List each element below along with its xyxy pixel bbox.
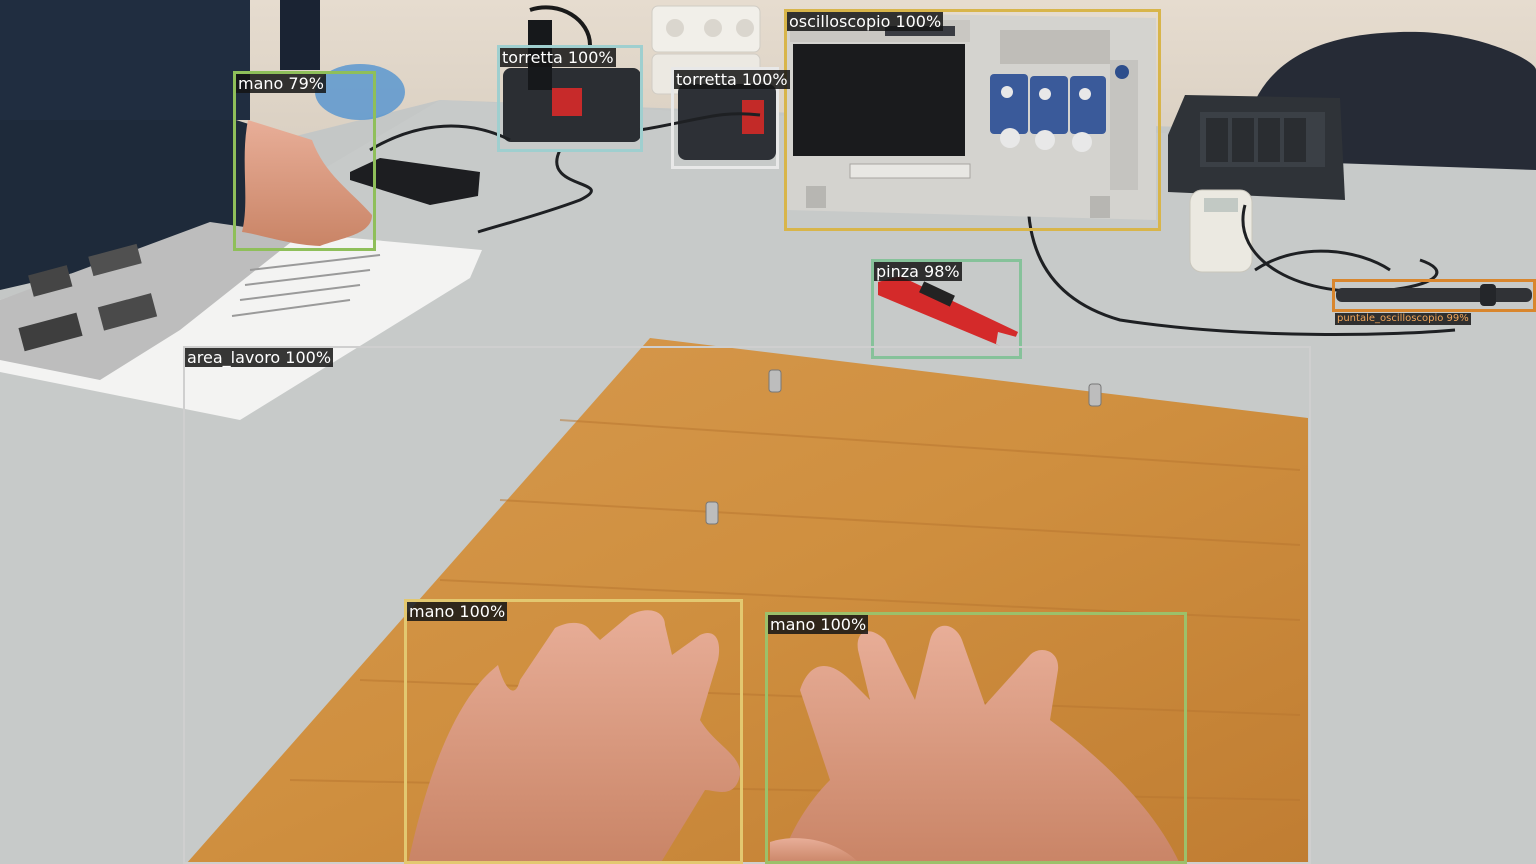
detection-box-hand: mano 79%	[233, 71, 376, 251]
phone	[350, 158, 480, 205]
person-standing	[0, 0, 405, 290]
detection-box-probe: puntale_oscilloscopio 99%	[1332, 279, 1536, 325]
detection-label: mano 100%	[768, 615, 869, 634]
detection-box-pliers: pinza 98%	[871, 259, 1022, 359]
detection-label: torretta 100%	[500, 48, 616, 67]
hand-right-object	[770, 625, 1180, 864]
detection-label: pinza 98%	[874, 262, 962, 281]
detection-label: torretta 100%	[674, 70, 790, 89]
hand-left-object	[408, 610, 741, 864]
detection-label: mano 79%	[236, 74, 326, 93]
detection-label: area_lavoro 100%	[185, 348, 334, 367]
power-box	[1168, 95, 1345, 200]
turret-1-object	[503, 5, 641, 142]
detection-box-turret: torretta 100%	[497, 45, 643, 152]
oscilloscope-object	[786, 12, 1156, 220]
detection-label: mano 100%	[407, 602, 508, 621]
detection-box-oscilloscope: oscilloscopio 100%	[784, 9, 1161, 231]
cables	[369, 112, 1456, 336]
detection-label: oscilloscopio 100%	[787, 12, 944, 31]
paper-sheets	[0, 222, 482, 420]
detection-box-work-area: area_lavoro 100%	[183, 346, 1311, 864]
detection-label: puntale_oscilloscopio 99%	[1335, 313, 1471, 325]
hand-top-object	[242, 120, 372, 246]
detection-box-turret: torretta 100%	[671, 67, 790, 169]
remote-control	[1189, 189, 1253, 273]
standoffs	[705, 369, 1102, 525]
detection-box-hand: mano 100%	[404, 599, 743, 864]
detection-box-hand: mano 100%	[765, 612, 1187, 864]
probe-object	[1336, 284, 1532, 306]
turret-2-object	[678, 84, 776, 160]
